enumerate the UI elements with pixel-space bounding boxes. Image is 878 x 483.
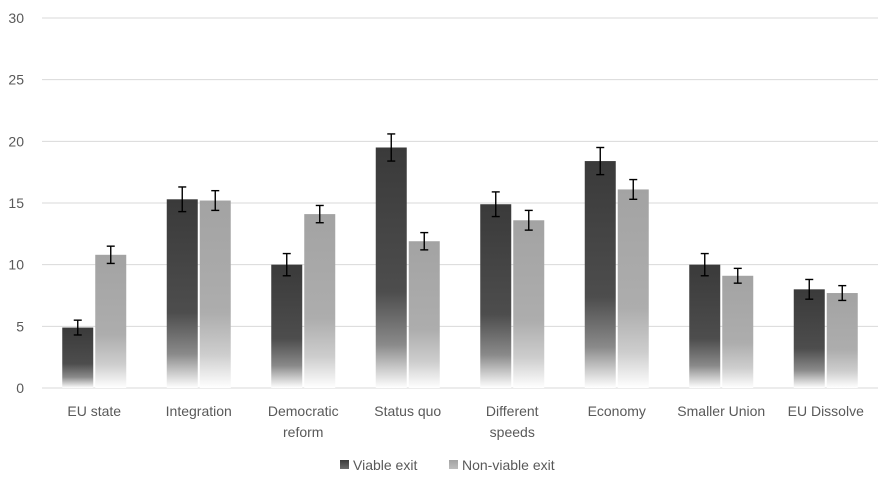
x-tick-label: Democratic reform (268, 403, 339, 440)
bar-non-viable-exit (95, 254, 127, 388)
error-bar (282, 252, 291, 277)
bar-viable-exit (62, 327, 94, 388)
error-bar (805, 278, 814, 300)
x-tick-label: Integration (166, 403, 232, 419)
y-tick-label: 15 (8, 195, 24, 211)
legend: Viable exit Non-viable exit (340, 457, 555, 473)
x-tick-label: Different speeds (486, 403, 539, 440)
error-bars (73, 133, 847, 336)
x-tick-label: Economy (588, 403, 646, 419)
y-tick-label: 30 (8, 10, 24, 26)
bar-viable-exit (166, 199, 198, 388)
error-bar (524, 209, 533, 231)
bar-non-viable-exit (722, 275, 754, 388)
x-tick-label: EU state (67, 403, 121, 419)
y-axis-ticks: 0 5 10 15 20 25 30 (8, 10, 24, 396)
bar-viable-exit (480, 204, 512, 388)
bar-non-viable-exit (826, 293, 858, 388)
y-tick-label: 20 (8, 133, 24, 149)
bar-viable-exit (271, 264, 303, 388)
x-tick-label: Smaller Union (677, 403, 765, 419)
error-bar (700, 252, 709, 277)
x-tick-label-line: Democratic (268, 403, 339, 419)
legend-label: Viable exit (353, 457, 417, 473)
bar-non-viable-exit (199, 200, 231, 388)
error-bar (420, 231, 429, 251)
x-tick-label: EU Dissolve (788, 403, 864, 419)
bars (62, 147, 858, 388)
bar-non-viable-exit (408, 241, 440, 388)
error-bar (387, 133, 396, 162)
bar-non-viable-exit (513, 220, 545, 388)
y-tick-label: 25 (8, 72, 24, 88)
legend-swatch (340, 460, 349, 469)
error-bar (73, 319, 82, 336)
x-tick-label-line: speeds (490, 424, 535, 440)
legend-swatch (449, 460, 458, 469)
error-bar (178, 186, 187, 213)
x-tick-label-line: Different (486, 403, 539, 419)
y-tick-label: 10 (8, 257, 24, 273)
bar-viable-exit (793, 289, 825, 388)
error-bar (838, 284, 847, 302)
x-tick-label-line: Integration (166, 403, 232, 419)
bar-non-viable-exit (617, 189, 649, 388)
error-bar (211, 189, 220, 212)
x-tick-label-line: reform (283, 424, 323, 440)
legend-label: Non-viable exit (462, 457, 555, 473)
error-bar (491, 191, 500, 218)
legend-item: Non-viable exit (449, 457, 555, 473)
bar-viable-exit (584, 161, 616, 388)
x-tick-label-line: EU state (67, 403, 121, 419)
x-tick-label-line: Status quo (374, 403, 441, 419)
error-bar (733, 267, 742, 284)
y-tick-label: 0 (16, 380, 24, 396)
x-tick-label-line: Economy (588, 403, 646, 419)
error-bar (315, 204, 324, 224)
x-tick-label-line: EU Dissolve (788, 403, 864, 419)
legend-item: Viable exit (340, 457, 417, 473)
x-axis-labels: EU state Integration Democratic reform Statu… (67, 403, 864, 440)
x-tick-label-line: Smaller Union (677, 403, 765, 419)
bar-viable-exit (375, 147, 407, 388)
bar-non-viable-exit (304, 214, 336, 388)
bar-viable-exit (689, 264, 721, 388)
error-bar (629, 178, 638, 201)
error-bar (596, 146, 605, 176)
error-bar (106, 245, 115, 265)
y-tick-label: 5 (16, 318, 24, 334)
x-tick-label: Status quo (374, 403, 441, 419)
